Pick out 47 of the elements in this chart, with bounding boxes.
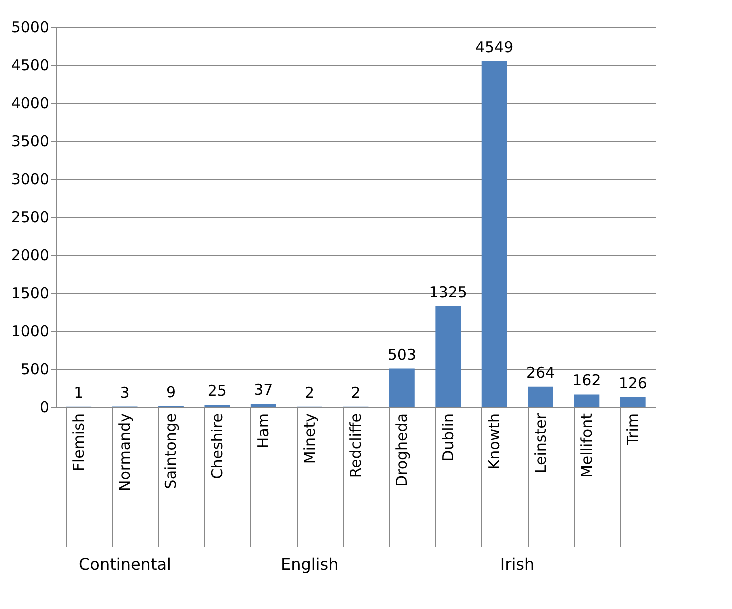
bar — [389, 368, 415, 407]
data-label: 3 — [120, 384, 130, 402]
x-tick-label: Mellifont — [578, 413, 596, 478]
bar — [482, 61, 508, 407]
bar — [250, 404, 276, 407]
data-label: 264 — [526, 364, 556, 382]
y-tick-label: 0 — [40, 398, 50, 416]
bar — [436, 306, 462, 407]
data-label: 9 — [166, 383, 176, 402]
data-label: 1325 — [429, 283, 468, 302]
bar — [574, 394, 600, 407]
x-tick-label: Redcliffe — [347, 414, 365, 478]
x-tick-label: Leinster — [532, 412, 550, 474]
data-label: 126 — [618, 374, 648, 392]
y-tick-label: 3500 — [11, 132, 50, 150]
x-tick-label: Cheshire — [208, 414, 226, 480]
x-tick-label: Drogheda — [393, 414, 412, 488]
y-tick-label: 1500 — [11, 284, 50, 302]
y-tick-label: 500 — [20, 360, 50, 378]
y-tick-label: 3000 — [11, 170, 50, 188]
y-tick-label: 4000 — [11, 94, 50, 112]
y-tick-label: 5000 — [11, 18, 50, 36]
y-tick-label: 4500 — [11, 56, 50, 74]
data-label: 162 — [572, 372, 602, 390]
text: Irish — [500, 555, 535, 574]
data-label: 2 — [305, 384, 315, 402]
data-label: 25 — [208, 382, 227, 400]
data-label: 1 — [74, 384, 84, 402]
data-label: 4549 — [475, 38, 514, 56]
text: Continental — [78, 555, 172, 574]
x-tick-label: Dublin — [439, 414, 458, 462]
y-tick-label: 2500 — [11, 208, 50, 226]
x-tick-label: Saintonge — [162, 414, 180, 490]
x-tick-label: Knowth — [486, 414, 504, 470]
bar — [620, 397, 646, 407]
text: English — [280, 555, 339, 574]
x-tick-label: Ham — [254, 414, 273, 449]
bar — [528, 386, 554, 407]
x-tick-label: Trim — [624, 414, 642, 446]
data-label: 2 — [351, 384, 361, 402]
data-label: 37 — [254, 381, 274, 400]
data-label: 503 — [388, 346, 417, 364]
x-tick-label: Flemish — [70, 414, 88, 472]
x-tick-label: Minety — [300, 413, 319, 464]
x-tick-label: Normandy — [116, 413, 134, 492]
y-tick-label: 1000 — [11, 322, 50, 340]
y-tick-label: 2000 — [11, 246, 50, 264]
